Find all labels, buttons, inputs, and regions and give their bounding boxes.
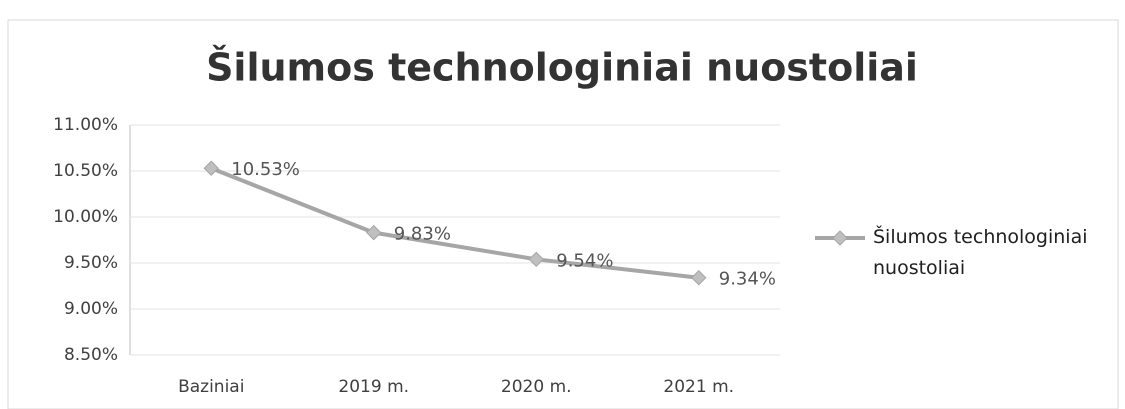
chart-title: Šilumos technologiniai nuostoliai [206, 46, 918, 90]
data-point [366, 224, 382, 241]
y-tick-label: 10.00% [53, 207, 118, 227]
legend-label: Šilumos technologiniai nuostoliai [873, 226, 1088, 279]
x-tick-label: 2020 m. [501, 377, 572, 397]
data-label: 9.83% [394, 224, 451, 245]
data-label: 9.34% [719, 269, 776, 290]
data-point [691, 270, 707, 286]
data-label: 9.54% [556, 250, 613, 271]
y-tick-label: 8.50% [64, 345, 118, 365]
y-tick-label: 9.00% [64, 299, 118, 319]
data-point [203, 160, 219, 176]
x-tick-label: 2019 m. [338, 377, 409, 397]
legend-swatch-marker [832, 230, 848, 246]
data-point [528, 251, 544, 268]
y-tick-label: 9.50% [64, 253, 118, 273]
x-tick-label: 2021 m. [663, 377, 734, 397]
x-tick-label: Baziniai [178, 377, 244, 397]
y-tick-label: 10.50% [53, 161, 118, 181]
chart-border [7, 19, 1119, 409]
y-tick-label: 11.00% [53, 115, 118, 135]
series-line [210, 166, 699, 280]
data-label: 10.53% [231, 159, 300, 180]
